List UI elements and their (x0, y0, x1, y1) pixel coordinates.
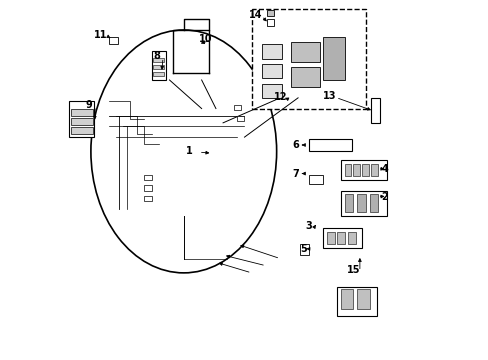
Text: 8: 8 (153, 51, 160, 61)
Bar (144, 196, 151, 202)
Text: 4: 4 (381, 163, 387, 174)
Bar (340, 160, 386, 180)
Ellipse shape (91, 30, 276, 273)
Bar (144, 185, 151, 191)
Bar (262, 84, 282, 98)
Bar (362, 164, 368, 176)
Bar (290, 67, 319, 87)
Bar (340, 191, 386, 216)
Bar (370, 164, 377, 176)
Bar (308, 175, 323, 184)
Text: 14: 14 (248, 10, 262, 19)
Text: 1: 1 (185, 147, 192, 157)
Bar (71, 127, 93, 134)
Text: 3: 3 (305, 221, 311, 231)
Bar (262, 64, 282, 78)
Bar (326, 232, 334, 244)
Text: 7: 7 (292, 168, 298, 179)
Bar (369, 194, 378, 212)
Bar (153, 65, 164, 69)
Bar (266, 19, 273, 26)
Bar (251, 9, 365, 109)
Text: 11: 11 (94, 30, 107, 40)
Bar (237, 116, 244, 121)
Bar (323, 37, 344, 80)
Bar (153, 72, 164, 76)
Bar (353, 164, 359, 176)
Text: 12: 12 (273, 92, 286, 102)
Bar (144, 175, 151, 180)
Bar (337, 287, 376, 316)
Bar (233, 105, 241, 111)
Bar (370, 98, 380, 123)
Bar (151, 51, 165, 80)
Text: 15: 15 (346, 265, 360, 275)
Bar (337, 232, 345, 244)
Bar (356, 194, 365, 212)
Bar (299, 244, 308, 255)
Bar (71, 118, 93, 125)
Bar (266, 10, 273, 16)
Bar (153, 58, 164, 62)
Bar (344, 194, 353, 212)
Bar (340, 289, 353, 309)
Bar (347, 232, 355, 244)
Bar (262, 44, 282, 59)
Text: 5: 5 (300, 244, 306, 254)
Text: 9: 9 (85, 100, 92, 110)
Bar (108, 37, 118, 44)
Bar (308, 139, 351, 152)
Bar (71, 109, 93, 116)
Text: 6: 6 (292, 140, 298, 150)
Bar (323, 228, 362, 248)
Text: 2: 2 (381, 192, 387, 202)
Bar (290, 42, 319, 62)
Bar (356, 289, 369, 309)
Bar (69, 102, 94, 137)
Text: 10: 10 (198, 33, 211, 44)
Text: 13: 13 (322, 91, 336, 101)
Bar (344, 164, 350, 176)
